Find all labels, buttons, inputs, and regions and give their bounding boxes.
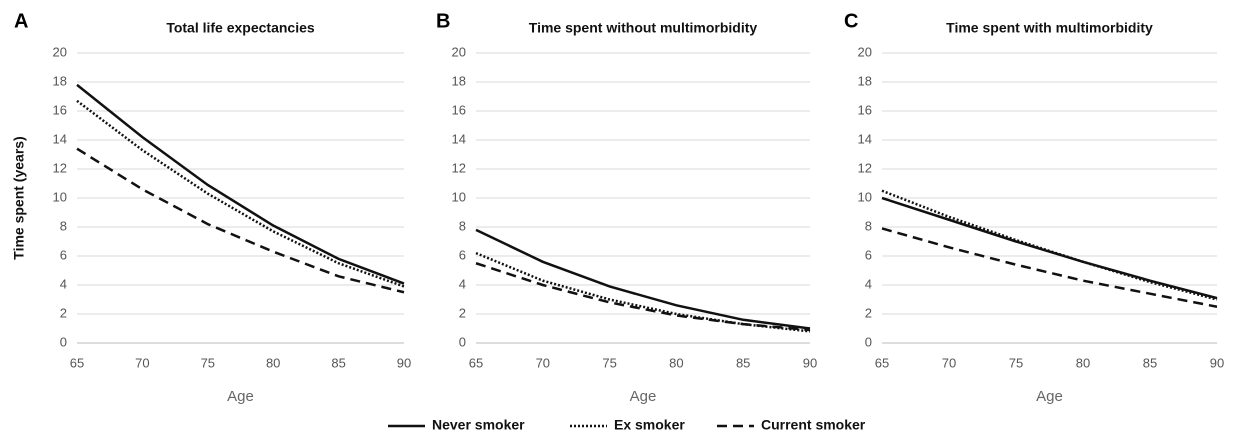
- y-tick-label: 2: [459, 305, 466, 320]
- line: [76, 83, 405, 285]
- line: [475, 251, 811, 333]
- y-tick-label: 0: [459, 334, 466, 349]
- y-tick-label: 10: [858, 189, 872, 204]
- y-tick-label: 12: [53, 160, 67, 175]
- y-tick-label: 10: [452, 189, 466, 204]
- y-tick-label: 20: [858, 44, 872, 59]
- chart-title: Total life expectancies: [166, 20, 315, 36]
- x-tick-label: 90: [397, 355, 411, 370]
- line: [475, 228, 811, 330]
- y-tick-label: 20: [53, 44, 67, 59]
- y-tick-label: 20: [452, 44, 466, 59]
- y-tick-label: 6: [865, 247, 872, 262]
- y-tick-label: 8: [60, 218, 67, 233]
- y-tick-label: 6: [60, 247, 67, 262]
- x-axis-label: Age: [630, 388, 657, 405]
- chart-title: Time spent with multimorbidity: [946, 20, 1153, 36]
- line: [881, 196, 1218, 300]
- x-axis-label: Age: [1036, 388, 1063, 405]
- line: [76, 147, 405, 294]
- y-tick-label: 0: [865, 334, 872, 349]
- line: [881, 189, 1218, 301]
- y-tick-label: 4: [865, 276, 872, 291]
- y-tick-label: 8: [865, 218, 872, 233]
- legend-label: Ex smoker: [614, 417, 685, 433]
- x-tick-label: 65: [469, 355, 483, 370]
- y-tick-label: 4: [459, 276, 466, 291]
- x-tick-label: 90: [1210, 355, 1224, 370]
- y-tick-label: 18: [858, 73, 872, 88]
- x-tick-label: 75: [602, 355, 616, 370]
- chart-title: Time spent without multimorbidity: [529, 20, 758, 36]
- line: [881, 227, 1218, 308]
- x-tick-label: 90: [803, 355, 817, 370]
- y-tick-label: 18: [53, 73, 67, 88]
- x-axis-label: Age: [227, 388, 254, 405]
- x-tick-label: 80: [1076, 355, 1090, 370]
- x-tick-label: 85: [736, 355, 750, 370]
- legend-label: Current smoker: [761, 417, 866, 433]
- x-tick-label: 75: [1009, 355, 1023, 370]
- y-tick-label: 16: [858, 102, 872, 117]
- x-tick-label: 75: [201, 355, 215, 370]
- y-axis-label: Time spent (years): [11, 136, 27, 259]
- x-tick-label: 85: [1143, 355, 1157, 370]
- y-tick-label: 8: [459, 218, 466, 233]
- x-tick-label: 85: [331, 355, 345, 370]
- x-tick-label: 70: [536, 355, 550, 370]
- y-tick-label: 18: [452, 73, 466, 88]
- y-tick-label: 4: [60, 276, 67, 291]
- y-tick-label: 14: [858, 131, 872, 146]
- y-tick-label: 0: [60, 334, 67, 349]
- x-tick-label: 70: [135, 355, 149, 370]
- panel-letter: B: [436, 10, 450, 32]
- line: [76, 99, 405, 288]
- panel-letter: C: [844, 10, 858, 32]
- x-tick-label: 70: [942, 355, 956, 370]
- x-tick-label: 65: [70, 355, 84, 370]
- y-tick-label: 10: [53, 189, 67, 204]
- y-tick-label: 14: [53, 131, 67, 146]
- y-tick-label: 6: [459, 247, 466, 262]
- panel-letter: A: [14, 10, 28, 32]
- y-tick-label: 16: [53, 102, 67, 117]
- x-tick-label: 80: [266, 355, 280, 370]
- legend-label: Never smoker: [432, 417, 525, 433]
- y-tick-label: 16: [452, 102, 466, 117]
- x-tick-label: 80: [669, 355, 683, 370]
- x-tick-label: 65: [875, 355, 889, 370]
- y-tick-label: 2: [865, 305, 872, 320]
- y-tick-label: 2: [60, 305, 67, 320]
- y-tick-label: 12: [452, 160, 466, 175]
- y-tick-label: 14: [452, 131, 466, 146]
- y-tick-label: 12: [858, 160, 872, 175]
